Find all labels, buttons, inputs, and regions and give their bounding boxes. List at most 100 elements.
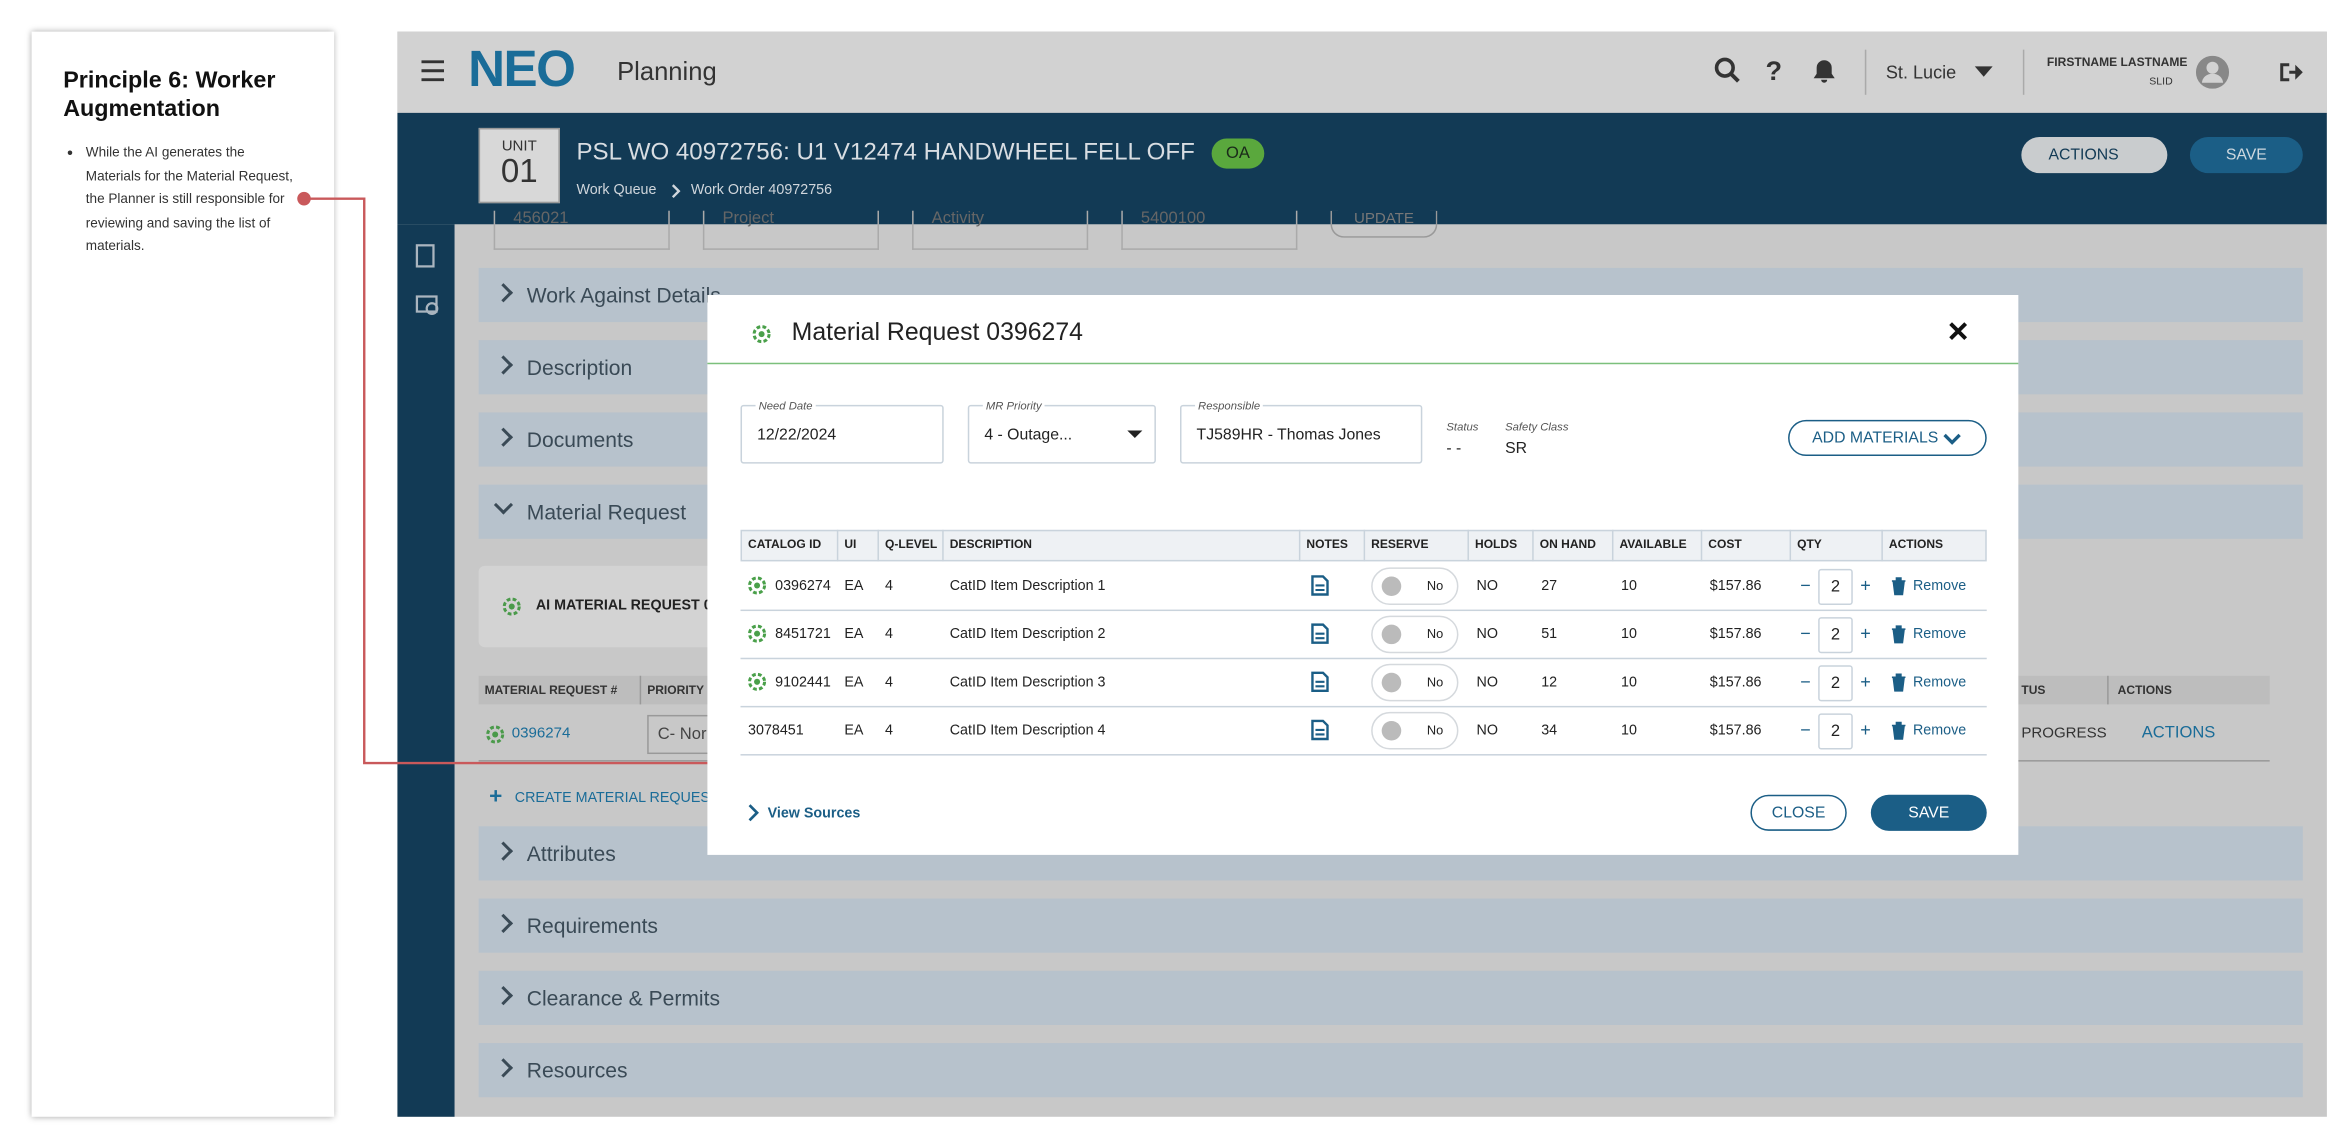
reserve-toggle[interactable]: No — [1371, 615, 1459, 654]
qty-input[interactable]: 2 — [1818, 713, 1853, 750]
plus: + — [489, 784, 503, 810]
bg-row-id[interactable]: 0396274 — [511, 725, 571, 743]
section-title: Material Request — [526, 499, 687, 524]
qty-input[interactable]: 2 — [1818, 568, 1853, 606]
qty-input[interactable]: 2 — [1818, 617, 1853, 654]
trash-icon — [1891, 625, 1906, 644]
qty-plus[interactable]: + — [1860, 623, 1871, 645]
ai-icon — [748, 576, 767, 595]
logo: NEO — [468, 40, 576, 98]
qty-minus[interactable]: − — [1800, 623, 1811, 645]
nav-icons[interactable] — [414, 242, 441, 332]
unit-box: UNIT 01 — [478, 127, 560, 204]
qty-plus[interactable]: + — [1860, 574, 1871, 597]
column-header: DESCRIPTION — [949, 537, 1033, 551]
modal: Material Request 0396274 — [707, 294, 2019, 855]
form-field[interactable]: Need Date 12/22/2024 — [740, 398, 944, 464]
reserve-value: No — [1426, 577, 1444, 594]
create-link[interactable]: CREATE MATERIAL REQUEST — [514, 790, 719, 807]
qty-plus[interactable]: + — [1860, 719, 1871, 741]
bg-row-actions[interactable]: ACTIONS — [2141, 723, 2216, 743]
user-id: SLID — [2149, 76, 2173, 88]
field-value: Project — [722, 210, 774, 228]
reserve-toggle[interactable]: No — [1371, 567, 1459, 606]
field-label: Responsible — [1195, 398, 1264, 413]
column-divider — [2107, 675, 2109, 705]
qty-plus[interactable]: + — [1860, 671, 1871, 693]
reserve-toggle[interactable]: No — [1371, 663, 1459, 702]
qty-minus[interactable]: − — [1800, 719, 1811, 741]
notes-icon — [1311, 623, 1329, 644]
remove-link[interactable]: Remove — [1912, 674, 1967, 691]
actions-button[interactable]: ACTIONS — [2021, 136, 2168, 174]
holds: NO — [1476, 722, 1498, 740]
section-header[interactable]: Resources — [478, 1043, 2303, 1098]
remove-link[interactable]: Remove — [1912, 577, 1967, 595]
site-select[interactable]: St. Lucie — [1885, 61, 1957, 83]
section-title: Work Against Details — [526, 282, 721, 308]
app-name: Planning — [617, 57, 717, 86]
field-value: 5400100 — [1140, 210, 1206, 228]
section-title: Resources — [526, 1058, 628, 1083]
breadcrumb-item[interactable]: Work Queue — [576, 182, 657, 199]
top-bar: NEO Planning ? St. Lucie FIRSTNAME LASTN… — [397, 31, 2327, 113]
section-header[interactable]: Clearance & Permits — [478, 970, 2303, 1025]
row-divider — [740, 609, 1987, 612]
cost: $157.86 — [1709, 577, 1762, 595]
column-divider — [639, 675, 642, 705]
save-button[interactable]: SAVE — [1870, 794, 1987, 831]
qty-input[interactable]: 2 — [1818, 665, 1853, 702]
remove-link[interactable]: Remove — [1912, 626, 1967, 643]
divider — [1864, 49, 1867, 95]
column-divider — [1298, 529, 1301, 562]
field-value: SR — [1505, 439, 1528, 458]
field-label: Need Date — [755, 398, 816, 413]
section-header[interactable]: Requirements — [478, 898, 2303, 953]
column-divider — [1532, 529, 1534, 562]
toggle-knob — [1381, 720, 1402, 741]
q-level: 4 — [884, 722, 893, 740]
section-title: Requirements — [526, 913, 658, 938]
header-icons[interactable]: ? — [1714, 57, 1865, 87]
sidebar-title: Principle 6: Worker Augmentation — [63, 67, 276, 122]
add-materials-button[interactable]: ADD MATERIALS — [1788, 419, 1987, 457]
logout-icon[interactable] — [2279, 62, 2303, 83]
unit-number: 01 — [500, 152, 538, 190]
reserve-value: No — [1426, 722, 1444, 738]
available: 10 — [1620, 577, 1637, 595]
divider — [707, 362, 2019, 365]
menu-icon[interactable] — [421, 60, 445, 82]
ai-icon — [502, 597, 521, 616]
catalog-id: 3078451 — [748, 722, 804, 740]
on-hand: 12 — [1541, 674, 1558, 691]
form-field[interactable]: Responsible TJ589HR - Thomas Jones — [1179, 398, 1423, 464]
qty-minus[interactable]: − — [1800, 671, 1811, 693]
chevron-down — [1943, 433, 1961, 445]
holds: NO — [1476, 626, 1498, 643]
q-level: 4 — [884, 626, 893, 643]
cost: $157.86 — [1709, 626, 1762, 643]
field: Activity — [912, 210, 1089, 250]
caret — [1974, 66, 1993, 77]
close-x[interactable] — [1949, 322, 1968, 341]
update-button[interactable]: UPDATE — [1330, 210, 1438, 238]
qty-minus[interactable]: − — [1800, 574, 1811, 597]
column-header: ON HAND — [1539, 537, 1596, 551]
field-label: MR Priority — [982, 398, 1045, 413]
close-button[interactable]: CLOSE — [1750, 794, 1847, 831]
remove-link[interactable]: Remove — [1912, 722, 1967, 740]
save-button[interactable]: SAVE — [2189, 136, 2303, 174]
form-field[interactable]: MR Priority 4 - Outage... — [967, 398, 1156, 464]
reserve-toggle[interactable]: No — [1371, 711, 1459, 750]
q-level: 4 — [884, 577, 893, 595]
avatar[interactable] — [2195, 55, 2230, 89]
cost: $157.86 — [1709, 674, 1762, 691]
ui: EA — [844, 674, 864, 691]
reserve-value: No — [1426, 626, 1444, 642]
trash-icon — [1891, 673, 1906, 692]
view-sources[interactable]: View Sources — [767, 805, 861, 822]
cost: $157.86 — [1709, 722, 1762, 740]
breadcrumb-item[interactable]: Work Order 40972756 — [690, 182, 833, 199]
